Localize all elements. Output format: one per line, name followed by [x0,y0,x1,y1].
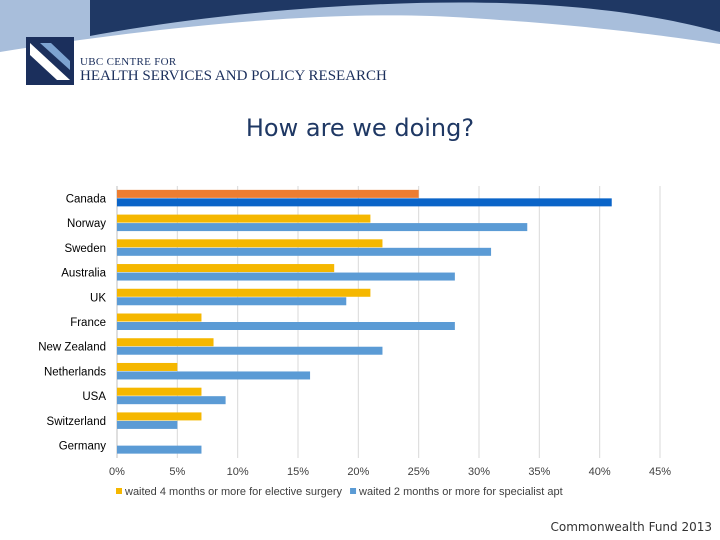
category-label-germany: Germany [59,441,107,453]
ubc-logo-icon [26,37,74,85]
category-label-france: France [70,317,106,329]
x-tick-label-20: 20% [347,466,369,478]
x-tick-label-5: 5% [169,466,185,478]
x-tick-label-35: 35% [528,466,550,478]
category-label-new-zealand: New Zealand [38,342,106,354]
bar-canada-series2 [117,198,612,207]
category-label-switzerland: Switzerland [47,416,106,428]
slide-title: How are we doing? [245,114,475,142]
x-tick-label-25: 25% [408,466,430,478]
bar-france-series2 [117,322,455,330]
bar-new-zealand-series1 [117,338,214,347]
bar-uk-series2 [117,297,347,306]
x-tick-label-30: 30% [468,466,490,478]
bar-canada-series1 [117,189,419,198]
header-banner [0,0,720,85]
category-label-canada: Canada [66,193,107,205]
bar-norway-series2 [117,223,528,232]
x-tick-label-10: 10% [227,466,249,478]
logo-line1: UBC CENTRE FOR [80,56,177,68]
category-label-usa: USA [82,391,106,403]
banner-swoosh-dark [90,0,720,36]
bar-uk-series1 [117,288,371,297]
source-note: Commonwealth Fund 2013 [550,520,712,534]
bar-australia-series1 [117,264,335,273]
category-label-norway: Norway [67,218,106,230]
legend-swatch-series2 [350,488,357,494]
legend-swatch-series1 [116,488,122,494]
bar-netherlands-series1 [117,362,178,371]
logo-line2: HEALTH SERVICES AND POLICY RESEARCH [80,68,387,84]
bar-new-zealand-series2 [117,346,383,355]
x-tick-label-45: 45% [649,466,671,478]
bar-switzerland-series2 [117,420,178,429]
bar-norway-series1 [117,214,371,223]
bar-germany-series2 [117,445,202,454]
bar-sweden-series1 [117,239,383,248]
bar-australia-series2 [117,272,455,281]
category-label-uk: UK [90,292,106,304]
bar-sweden-series2 [117,247,492,256]
x-tick-label-40: 40% [589,466,611,478]
bar-france-series1 [117,313,202,322]
bar-switzerland-series1 [117,412,202,421]
category-label-australia: Australia [61,268,106,280]
legend-label-series1: waited 4 months or more for elective sur… [124,486,343,498]
category-label-sweden: Sweden [64,243,106,255]
bar-netherlands-series2 [117,371,311,380]
x-tick-label-15: 15% [287,466,309,478]
legend-label-series2: waited 2 months or more for specialist a… [358,486,563,498]
x-tick-label-0: 0% [109,466,125,478]
category-label-netherlands: Netherlands [44,366,106,378]
bar-usa-series2 [117,396,226,405]
bar-usa-series1 [117,387,202,396]
